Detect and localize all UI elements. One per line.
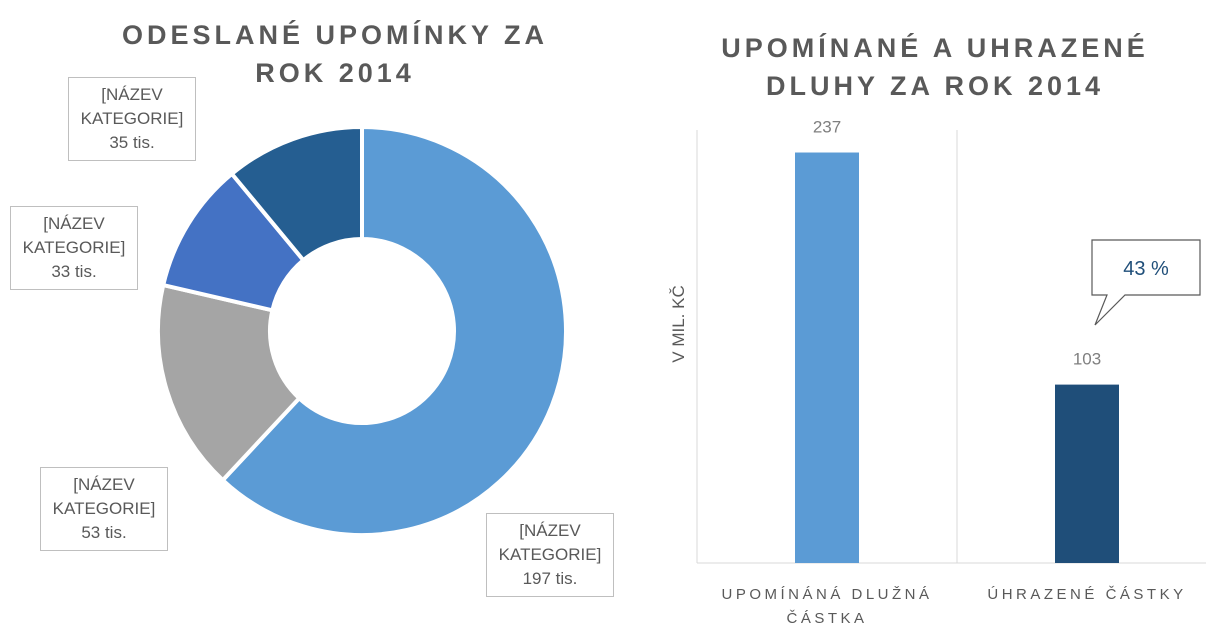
data-label: [NÁZEV KATEGORIE] 35 tis. [68, 77, 196, 161]
data-label: 103 [1073, 350, 1101, 369]
donut-slice [219, 124, 568, 537]
bar [795, 152, 859, 564]
category-label: [NÁZEV KATEGORIE] [80, 85, 184, 128]
data-label: [NÁZEV KATEGORIE] 197 tis. [486, 513, 614, 597]
donut-slice [156, 282, 303, 483]
donut-slice [229, 124, 364, 263]
value-label: 53 tis. [81, 523, 127, 542]
value-label: 35 tis. [109, 133, 155, 152]
y-axis-title: V MIL. KČ [669, 285, 688, 362]
annotation: 43 % [1123, 258, 1169, 280]
value-label: 33 tis. [51, 262, 97, 281]
chart-title: ODESLANÉ UPOMÍNKY ZA ROK 2014 [121, 20, 549, 88]
callout [1091, 239, 1201, 326]
chart-title: UPOMÍNANÉ A UHRAZENÉ DLUHY ZA ROK 2014 [721, 33, 1149, 101]
bar [1055, 384, 1119, 563]
value-label: 197 tis. [522, 569, 578, 588]
data-label: [NÁZEV KATEGORIE] 53 tis. [40, 467, 168, 551]
x-tick-label: ÚHRAZENÉ ČÁSTKY [987, 586, 1187, 603]
category-label: [NÁZEV KATEGORIE] [52, 475, 156, 518]
data-label: 237 [813, 118, 841, 137]
category-label: [NÁZEV KATEGORIE] [498, 521, 602, 564]
x-tick-label: UPOMÍNÁNÁ DLUŽNÁ ČÁSTKA [721, 586, 933, 627]
data-label: [NÁZEV KATEGORIE] 33 tis. [10, 206, 138, 290]
category-label: [NÁZEV KATEGORIE] [22, 214, 126, 257]
